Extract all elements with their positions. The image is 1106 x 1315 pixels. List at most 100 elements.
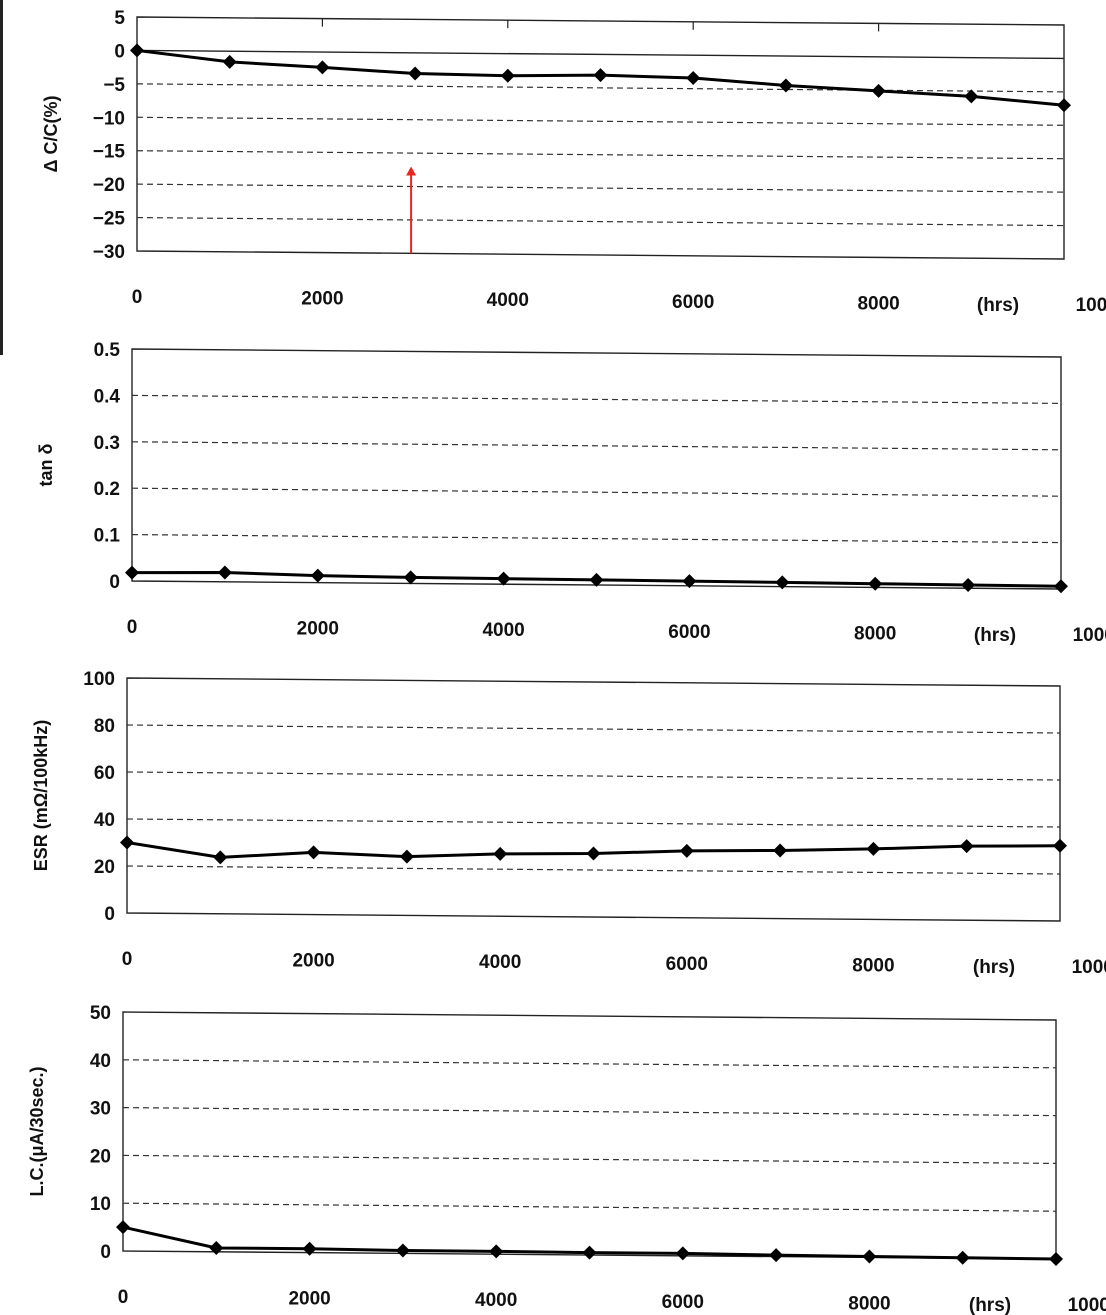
y-tick-label: 0.2 (94, 479, 120, 500)
y-tick-label: −5 (103, 75, 125, 96)
data-point (773, 843, 788, 858)
y-tick-label: 80 (94, 716, 115, 737)
y-tick-label: 20 (90, 1146, 111, 1167)
data-point (682, 574, 697, 589)
zero-line (136, 49, 1065, 60)
data-point (496, 571, 511, 586)
data-point (775, 575, 790, 590)
gridline (131, 394, 1062, 404)
x-tick-label: 2000 (288, 1289, 330, 1310)
gridline (136, 116, 1065, 126)
y-tick-label: −30 (93, 242, 125, 263)
data-point (306, 845, 321, 860)
x-tick-label: 0 (127, 617, 138, 638)
gridline (136, 83, 1065, 93)
data-point (500, 68, 515, 83)
y-tick-label: 100 (83, 669, 115, 690)
data-point (868, 576, 883, 591)
plot-frame (126, 677, 1061, 922)
x-tick-label: 4000 (475, 1290, 517, 1311)
data-point (1054, 579, 1068, 594)
data-point (961, 577, 976, 592)
data-point (125, 565, 139, 580)
y-tick-label: −15 (93, 142, 126, 163)
plot-frame (136, 16, 1065, 260)
x-tick-label: 2000 (301, 289, 343, 310)
data-point (589, 572, 604, 587)
x-tick-label: 0 (118, 1287, 129, 1308)
x-tick-label: 0 (132, 287, 143, 308)
y-tick-label: 40 (90, 1051, 111, 1072)
data-point (395, 1243, 410, 1258)
gridline (131, 487, 1062, 497)
y-axis-label: ESR (mΩ/100kHz) (31, 720, 51, 871)
x-tick-label: 8000 (852, 955, 894, 976)
page-edge-rule (0, 0, 3, 355)
data-point (593, 68, 608, 83)
data-point (679, 843, 694, 858)
gridline (136, 183, 1065, 193)
gridline (126, 818, 1061, 828)
x-tick-label: 2000 (292, 951, 334, 972)
x-unit-label: (hrs) (977, 295, 1019, 316)
data-point (120, 835, 134, 850)
y-tick-label: 10 (90, 1194, 111, 1215)
x-tick-label: 6000 (668, 622, 710, 643)
x-tick-label: 6000 (672, 292, 714, 313)
gridline (136, 216, 1065, 227)
y-tick-label: 40 (94, 810, 115, 831)
x-tick-label: 8000 (857, 293, 899, 314)
data-point (964, 89, 979, 104)
x-tick-label: 8000 (848, 1293, 890, 1314)
y-tick-label: 0.1 (94, 526, 121, 547)
data-point (778, 78, 793, 93)
gridline (122, 1106, 1057, 1117)
y-tick-label: −25 (93, 209, 126, 230)
y-tick-label: 0 (109, 572, 120, 593)
data-point (302, 1241, 317, 1256)
x-unit-label: (hrs) (969, 1295, 1011, 1315)
chart-4: 50 40 30 20 10 0 0 2000 4000 6000 8000 10000 (hrs) L.… (27, 1003, 1106, 1315)
y-tick-label: −10 (93, 108, 125, 129)
plot-frame (131, 348, 1062, 590)
data-point (769, 1248, 784, 1263)
x-tick-label: 6000 (662, 1292, 704, 1313)
y-tick-label: 50 (90, 1003, 111, 1024)
data-point (955, 1250, 970, 1265)
gridline (122, 1059, 1057, 1069)
data-point (130, 43, 144, 58)
y-tick-label: 60 (94, 763, 115, 784)
x-tick-label: 2000 (297, 619, 339, 640)
x-tick-label: 10000 (1073, 625, 1106, 646)
annotation-arrowhead (406, 166, 417, 176)
data-point (222, 54, 237, 69)
y-axis-label: tan δ (36, 443, 56, 486)
data-point (1049, 1252, 1063, 1266)
data-point (686, 70, 701, 85)
data-point (871, 83, 886, 98)
chart-1: 5 0 −5 −10 −15 −20 −25 −30 0 2000 4000 6000 8000 1000… (41, 8, 1106, 316)
data-point (675, 1246, 690, 1261)
y-tick-label: 0.3 (94, 433, 120, 454)
data-point (586, 846, 601, 861)
gridline (126, 724, 1061, 734)
gridline (122, 1154, 1057, 1165)
data-point (866, 841, 881, 856)
gridline (122, 1202, 1057, 1212)
data-point (310, 568, 325, 583)
x-tick-label: 4000 (482, 620, 524, 641)
gridline (131, 533, 1062, 544)
data-point (1057, 98, 1071, 113)
y-tick-label: 20 (94, 857, 115, 878)
y-tick-label: 0 (114, 41, 125, 62)
y-tick-label: 0.4 (94, 386, 121, 407)
data-point (959, 839, 974, 854)
y-tick-label: 30 (90, 1099, 111, 1120)
y-axis-label: Δ C/C(%) (41, 96, 61, 173)
y-tick-label: 0.5 (94, 340, 121, 361)
x-tick-label: 8000 (854, 623, 896, 644)
x-tick-label: 10000 (1068, 1295, 1106, 1315)
gridline (131, 441, 1062, 451)
data-point (1053, 838, 1067, 853)
